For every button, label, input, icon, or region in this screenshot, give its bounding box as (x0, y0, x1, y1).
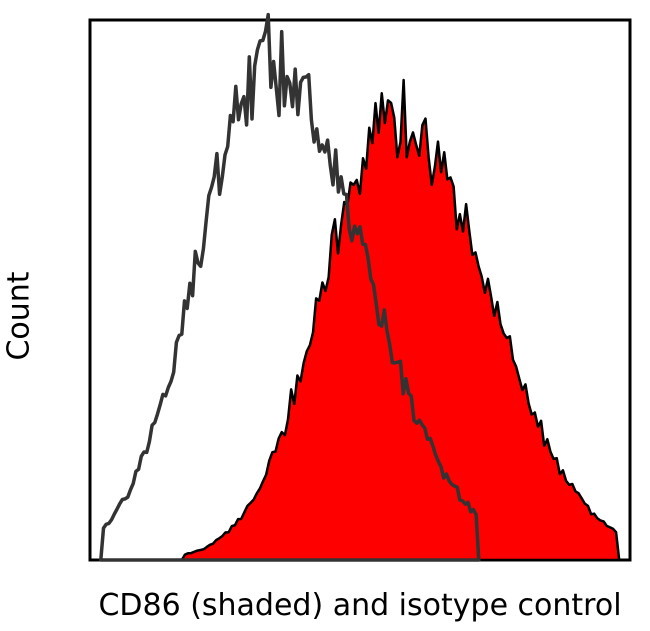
histogram-svg (90, 20, 630, 560)
chart-container: Count CD86 (shaded) and isotype control (0, 0, 650, 631)
series-group (101, 15, 619, 560)
x-axis-label: CD86 (shaded) and isotype control (90, 588, 630, 623)
y-axis-label: Count (1, 271, 36, 360)
plot-area (90, 20, 630, 560)
series-CD86 (182, 80, 619, 560)
